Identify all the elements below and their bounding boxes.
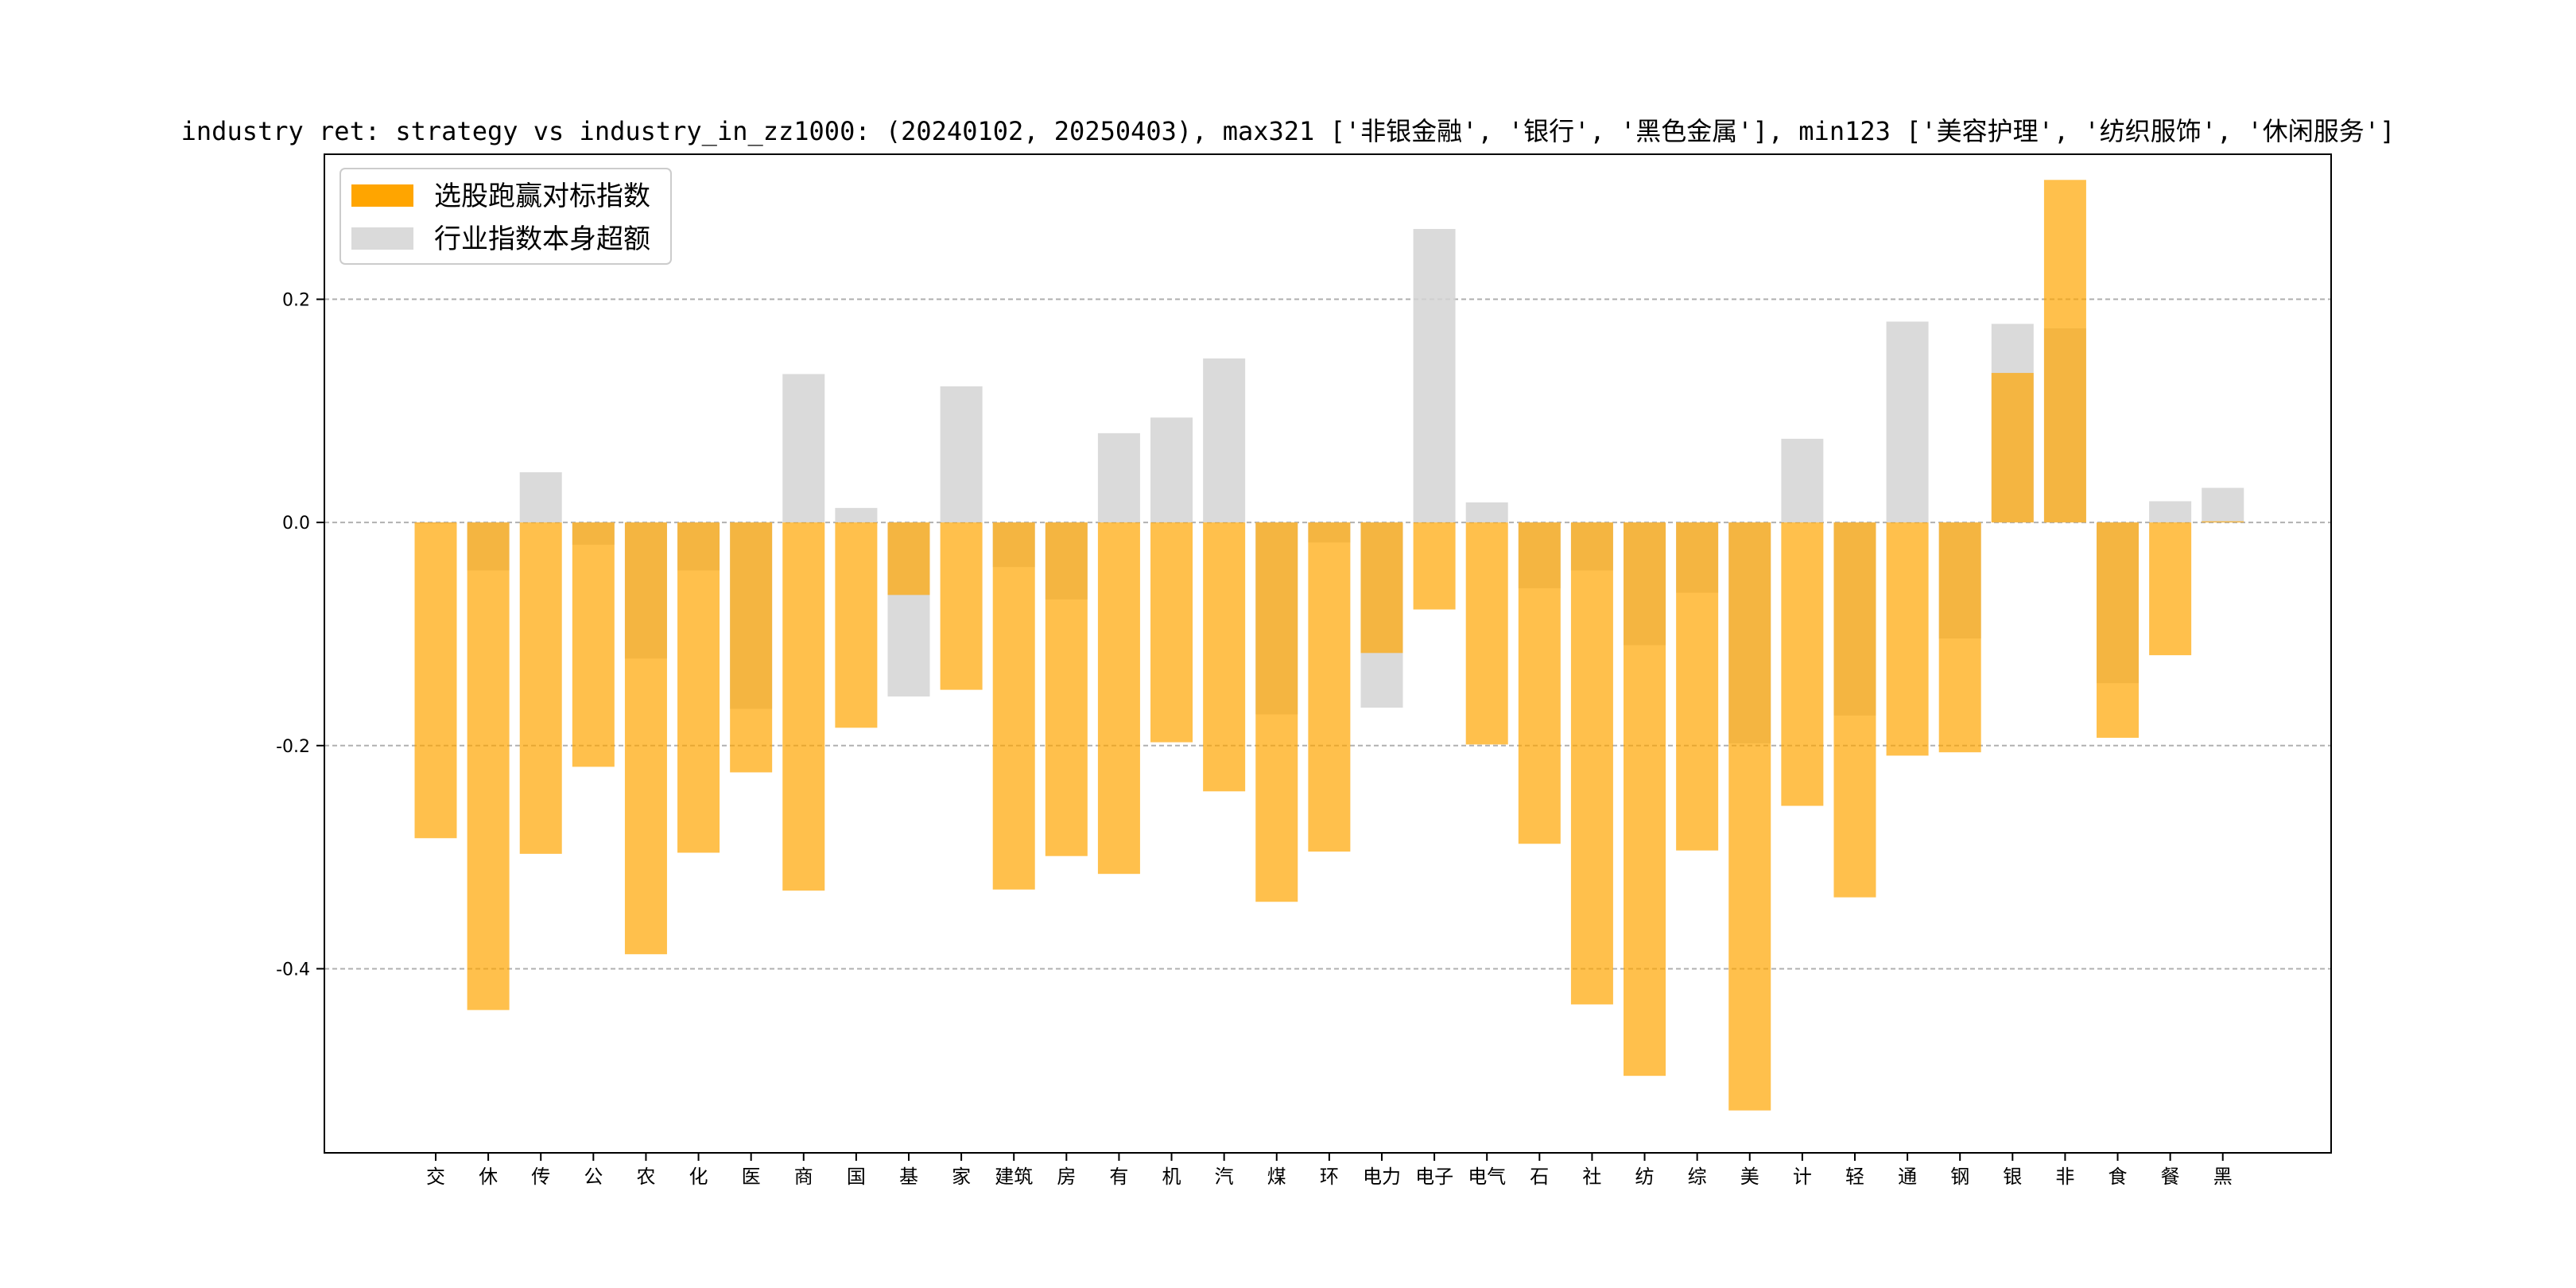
x-axis: 交 休 传 公 农 化 医 商 国 基 家 建筑 房 有 机 汽 煤 环 电力 电子 电气 石 社 纺 综 美 计 轻 通 钢 银 非 食 餐 黑 <box>426 1153 2233 1188</box>
bar-excess <box>1097 433 1140 523</box>
bar-strategy <box>1781 522 1824 806</box>
x-tick-label: 黑 <box>2213 1166 2233 1188</box>
x-tick-label: 有 <box>1109 1166 1128 1188</box>
x-tick-label: 汽 <box>1215 1166 1234 1188</box>
bar-strategy <box>624 522 667 955</box>
x-tick-label: 纺 <box>1635 1166 1655 1188</box>
y-axis: 0.2 0.0 -0.2 -0.4 <box>276 290 324 980</box>
bar-strategy <box>2097 522 2140 738</box>
x-tick-label: 石 <box>1530 1166 1549 1188</box>
bar-strategy <box>1203 522 1246 792</box>
legend-label-strategy: 选股跑赢对标指数 <box>434 180 650 212</box>
x-tick-label: 传 <box>531 1166 550 1188</box>
chart-title: industry ret: strategy vs industry_in_zz… <box>181 116 2396 146</box>
x-tick-label: 化 <box>689 1166 708 1188</box>
bar-strategy <box>572 522 615 767</box>
bar-strategy <box>992 522 1035 890</box>
legend-label-excess: 行业指数本身超额 <box>434 223 650 255</box>
x-tick-label: 煤 <box>1267 1166 1286 1188</box>
x-tick-label: 通 <box>1898 1166 1917 1188</box>
bar-strategy <box>730 522 773 773</box>
x-tick-label: 国 <box>847 1166 866 1188</box>
x-tick-label: 美 <box>1740 1166 1759 1188</box>
bar-strategy <box>1097 522 1140 875</box>
x-tick-label: 环 <box>1320 1166 1339 1188</box>
strategy-bars <box>414 180 2244 1111</box>
bar-strategy <box>1465 522 1508 745</box>
bar-strategy <box>1991 373 2034 523</box>
x-tick-label: 家 <box>952 1166 971 1188</box>
x-tick-label: 非 <box>2055 1166 2074 1188</box>
x-tick-label: 医 <box>742 1166 761 1188</box>
bar-strategy <box>1150 522 1193 743</box>
x-tick-label: 交 <box>426 1166 445 1188</box>
bar-excess <box>1781 438 1824 523</box>
x-tick-label: 基 <box>899 1166 918 1188</box>
bar-strategy <box>1938 522 1981 753</box>
bar-strategy <box>940 522 983 690</box>
y-tick-label: -0.4 <box>276 960 310 980</box>
x-tick-label: 社 <box>1582 1166 1601 1188</box>
bar-strategy <box>1624 522 1666 1077</box>
x-tick-label: 综 <box>1688 1166 1707 1188</box>
x-tick-label: 机 <box>1162 1166 1181 1188</box>
bar-excess <box>1203 358 1246 523</box>
bar-strategy <box>2043 180 2086 523</box>
x-tick-label: 轻 <box>1845 1166 1864 1188</box>
bar-strategy <box>1255 522 1298 902</box>
bar-strategy <box>1570 522 1613 1005</box>
bar-strategy <box>1308 522 1351 852</box>
x-tick-label: 商 <box>794 1166 813 1188</box>
bar-strategy <box>782 522 825 891</box>
bar-strategy <box>1518 522 1561 844</box>
bar-excess <box>2149 501 2192 523</box>
bar-strategy <box>467 522 510 1011</box>
bar-strategy <box>1413 522 1456 610</box>
bar-excess <box>1886 321 1929 523</box>
x-tick-label: 食 <box>2109 1166 2128 1188</box>
x-tick-label: 钢 <box>1950 1166 1969 1188</box>
y-tick-label: -0.2 <box>276 737 310 757</box>
bar-strategy <box>519 522 562 854</box>
bar-strategy <box>1360 522 1403 654</box>
x-tick-label: 计 <box>1793 1166 1812 1188</box>
bar-strategy <box>1676 522 1719 851</box>
bar-strategy <box>887 522 930 596</box>
x-tick-label: 农 <box>636 1166 655 1188</box>
x-tick-label: 建筑 <box>995 1166 1033 1188</box>
x-tick-label: 公 <box>584 1166 603 1188</box>
legend: 选股跑赢对标指数 行业指数本身超额 <box>339 168 672 265</box>
x-tick-label: 银 <box>2003 1166 2022 1188</box>
x-tick-label: 电力 <box>1363 1166 1401 1188</box>
legend-swatch-strategy <box>351 184 413 207</box>
bar-strategy <box>1886 522 1929 756</box>
bar-strategy <box>2149 522 2192 656</box>
bar-excess <box>782 374 825 523</box>
bar-strategy <box>835 522 878 728</box>
bar-excess <box>1150 417 1193 523</box>
bar-excess <box>1413 229 1456 523</box>
legend-frame <box>339 168 672 265</box>
x-tick-label: 餐 <box>2161 1166 2180 1188</box>
bar-excess <box>2202 487 2244 523</box>
bar-strategy <box>1045 522 1088 856</box>
bar-strategy <box>414 522 457 839</box>
bar-strategy <box>677 522 720 853</box>
bar-strategy <box>1728 522 1771 1111</box>
x-tick-label: 房 <box>1057 1166 1076 1188</box>
bar-excess <box>519 471 562 523</box>
y-tick-label: 0.2 <box>282 290 310 310</box>
bar-strategy <box>1833 522 1876 898</box>
x-tick-label: 电气 <box>1468 1166 1506 1188</box>
x-tick-label: 休 <box>479 1166 498 1188</box>
bar-excess <box>940 386 983 523</box>
legend-swatch-excess <box>351 227 413 250</box>
x-tick-label: 电子 <box>1415 1166 1453 1188</box>
bar-excess <box>835 507 878 523</box>
plot-frame <box>324 153 2332 1154</box>
y-tick-label: 0.0 <box>282 514 310 533</box>
bar-excess <box>1465 502 1508 523</box>
